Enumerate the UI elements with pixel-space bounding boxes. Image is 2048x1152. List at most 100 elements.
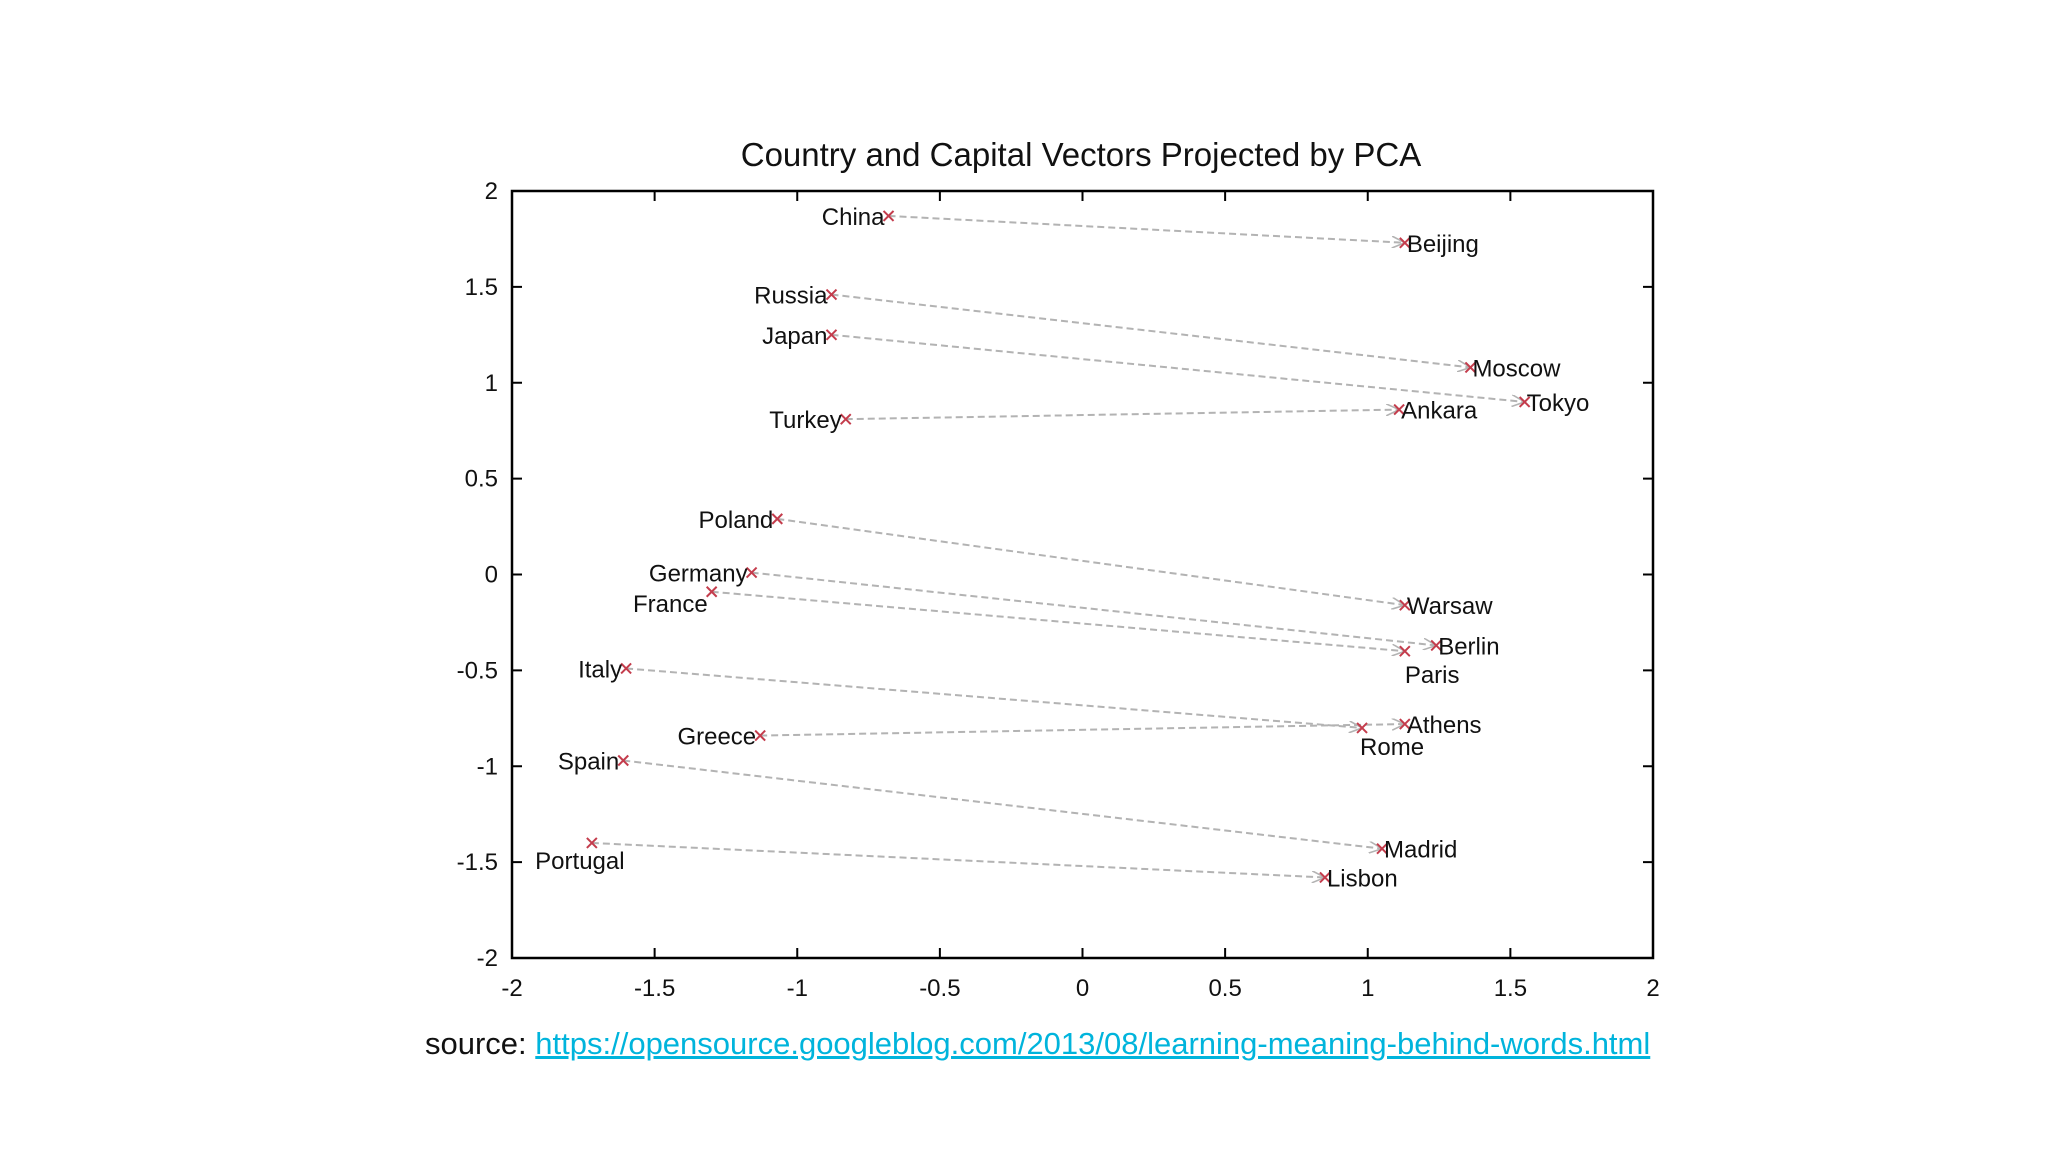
y-tick-label: -2 <box>477 945 498 972</box>
marker-berlin <box>1430 639 1442 652</box>
marker-spain <box>617 754 629 767</box>
marker-stroke <box>840 413 852 425</box>
marker-russia <box>825 288 838 301</box>
label-ankara: Ankara <box>1401 398 1478 425</box>
label-lisbon: Lisbon <box>1327 865 1398 892</box>
label-warsaw: Warsaw <box>1407 593 1493 620</box>
marker-stroke <box>1399 645 1411 657</box>
marker-stroke <box>1430 639 1442 652</box>
arrow-germany-to-berlin <box>751 571 1437 646</box>
marker-stroke <box>1356 722 1368 734</box>
axes: -2 -1.5 -1 -0.5 0 0.5 1 1.5 2 2 1.5 1 0.5 0 -0.5 -1 -1.5… <box>457 178 1660 1002</box>
y-tick-label: 0 <box>485 562 498 589</box>
marker-tokyo <box>1518 396 1531 408</box>
label-japan: Japan <box>762 323 827 350</box>
marker-stroke <box>586 837 598 849</box>
marker-turkey <box>840 413 852 425</box>
marker-warsaw <box>1399 599 1411 611</box>
label-athens: Athens <box>1407 712 1482 739</box>
label-greece: Greece <box>677 724 756 751</box>
marker-stroke <box>745 566 758 579</box>
x-tick-label: 1.5 <box>1494 975 1527 1002</box>
label-moscow: Moscow <box>1472 355 1561 382</box>
label-paris: Paris <box>1405 662 1460 689</box>
label-france: France <box>633 591 708 618</box>
y-tick-label: -0.5 <box>457 657 498 684</box>
label-russia: Russia <box>754 283 828 310</box>
label-rome: Rome <box>1360 734 1424 761</box>
marker-athens <box>1399 718 1411 730</box>
label-china: China <box>822 204 885 231</box>
marker-japan <box>825 329 838 341</box>
arrow-poland-to-warsaw <box>777 517 1405 605</box>
x-tick-label: -1.5 <box>634 975 675 1002</box>
label-poland: Poland <box>699 507 774 534</box>
x-tick-label: 1 <box>1361 975 1374 1002</box>
marker-lisbon <box>1319 871 1331 884</box>
marker-stroke <box>882 210 895 222</box>
y-tick-label: -1.5 <box>457 849 498 876</box>
y-tick-label: 1.5 <box>465 274 498 301</box>
arrows <box>591 214 1525 878</box>
marker-stroke <box>620 662 632 675</box>
arrow-portugal-to-lisbon <box>591 841 1325 878</box>
marker-stroke <box>1464 361 1477 374</box>
marker-ankara <box>1393 403 1405 416</box>
label-portugal: Portugal <box>535 848 624 875</box>
source-prefix: source: <box>425 1026 536 1061</box>
marker-germany <box>745 566 758 579</box>
marker-stroke <box>617 754 629 767</box>
label-berlin: Berlin <box>1438 633 1499 660</box>
source-line: source: https://opensource.googleblog.co… <box>425 1026 1650 1062</box>
arrow-turkey-to-ankara <box>845 410 1399 421</box>
y-tick-label: 1 <box>485 370 498 397</box>
marker-stroke <box>705 586 718 598</box>
label-turkey: Turkey <box>769 407 841 434</box>
marker-stroke <box>1319 871 1331 884</box>
y-tick-label: 2 <box>485 178 498 205</box>
label-italy: Italy <box>578 656 622 683</box>
marker-beijing <box>1399 237 1411 249</box>
marker-poland <box>771 513 783 525</box>
marker-paris <box>1399 645 1411 657</box>
x-tick-label: 0 <box>1076 975 1089 1002</box>
x-tick-label: -1 <box>787 975 808 1002</box>
arrow-france-to-paris <box>711 590 1405 651</box>
x-tick-label: 2 <box>1646 975 1659 1002</box>
marker-stroke <box>1393 403 1405 416</box>
arrow-italy-to-rome <box>626 667 1362 727</box>
label-madrid: Madrid <box>1384 837 1457 864</box>
chart-title: Country and Capital Vectors Projected by… <box>741 136 1422 173</box>
marker-stroke <box>1399 599 1411 611</box>
y-tick-label: 0.5 <box>465 466 498 493</box>
marker-moscow <box>1464 361 1477 374</box>
label-beijing: Beijing <box>1407 231 1479 258</box>
x-tick-label: 0.5 <box>1208 975 1241 1002</box>
point-labels: China Beijing Russia Moscow Japan Tokyo Turkey… <box>535 204 1589 893</box>
marker-china <box>882 210 895 222</box>
marker-stroke <box>1399 718 1411 730</box>
marker-stroke <box>1399 237 1411 249</box>
arrow-spain-to-madrid <box>623 759 1382 848</box>
markers <box>586 210 1531 884</box>
arrow-russia-to-moscow <box>831 293 1470 368</box>
marker-stroke <box>754 729 766 742</box>
marker-rome <box>1356 722 1368 734</box>
marker-stroke <box>825 288 838 301</box>
label-spain: Spain <box>558 748 619 775</box>
marker-portugal <box>586 837 598 849</box>
marker-stroke <box>1376 842 1388 855</box>
source-link[interactable]: https://opensource.googleblog.com/2013/0… <box>535 1026 1651 1061</box>
x-tick-label: -2 <box>501 975 522 1002</box>
arrow-greece-to-athens <box>760 724 1405 737</box>
marker-stroke <box>771 513 783 525</box>
y-tick-label: -1 <box>477 753 498 780</box>
label-germany: Germany <box>649 561 748 588</box>
marker-madrid <box>1376 842 1388 855</box>
arrow-china-to-beijing <box>888 214 1405 243</box>
label-tokyo: Tokyo <box>1527 390 1590 417</box>
marker-italy <box>620 662 632 675</box>
marker-greece <box>754 729 766 742</box>
x-tick-label: -0.5 <box>919 975 960 1002</box>
